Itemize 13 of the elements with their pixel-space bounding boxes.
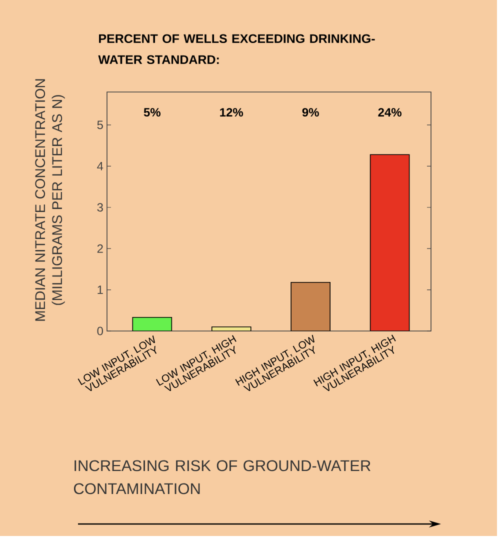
y-axis-title: MEDIAN NITRATE CONCENTRATION (MILLIGRAMS PER LITER AS N) [35,79,65,321]
y-tick-label: 1 [98,286,103,294]
y-tick-label: 3 [97,203,103,212]
chart-title: PERCENT OF WELLS EXCEEDING DRINKING-WATER STANDARD: [98,34,375,64]
y-tick-label: 2 [97,244,103,253]
annotation: 5% [144,108,161,117]
y-tick-label: 5 [97,120,103,130]
annotation: 9% [302,108,319,117]
x-axis-title: INCREASING RISK OF GROUND-WATER CONTAMINATION [74,460,370,494]
annotation: 12% [220,108,244,117]
y-tick-label: 0 [97,326,104,336]
annotation: 24% [378,108,402,117]
y-tick-label: 4 [97,162,104,170]
